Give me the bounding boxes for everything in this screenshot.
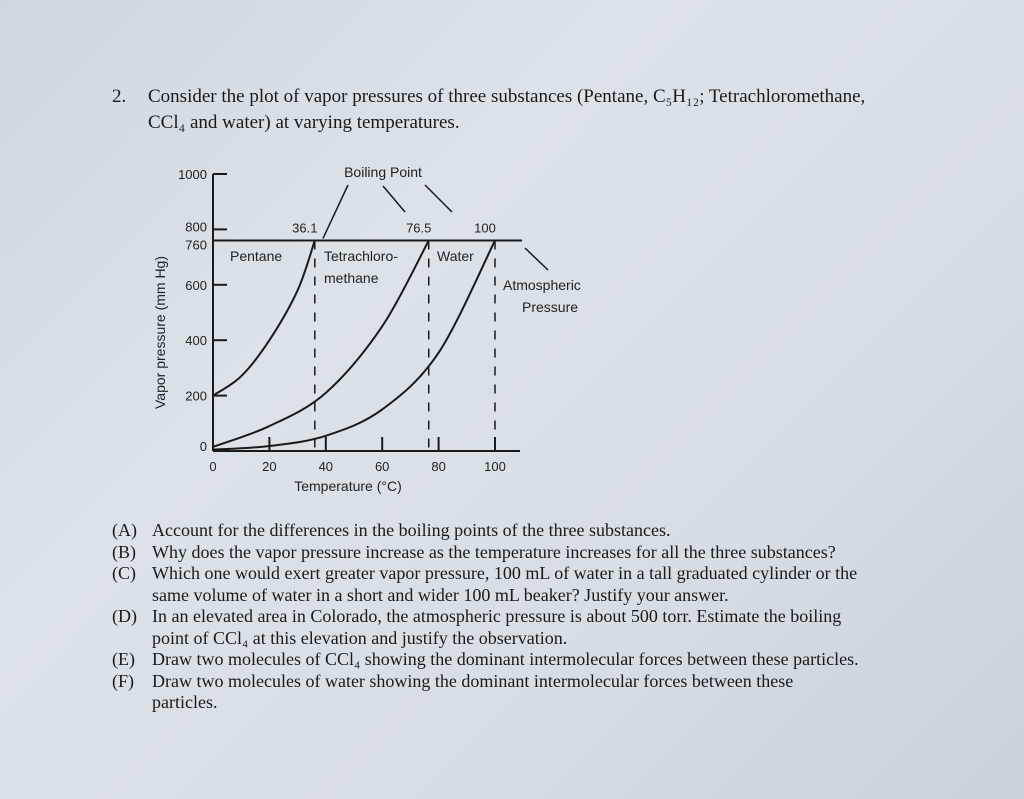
question-text-line1: Consider the plot of vapor pressures of … bbox=[148, 86, 866, 107]
series-label-tetrachloromethane: Tetrachloro- bbox=[324, 248, 398, 264]
boiling-point-annotation: Boiling Point bbox=[344, 164, 422, 180]
y-tick-label: 400 bbox=[185, 333, 207, 348]
boiling-point-value: 76.5 bbox=[406, 220, 431, 235]
part-text: Why does the vapor pressure increase as … bbox=[152, 541, 836, 562]
part-label: (C) bbox=[112, 563, 136, 583]
question-part: (F) Draw two molecules of water showing t… bbox=[112, 671, 859, 693]
x-tick-label: 40 bbox=[319, 459, 333, 474]
atmospheric-arrow bbox=[524, 247, 549, 271]
boiling-point-arrow-ccl4 bbox=[382, 185, 406, 213]
question-parts: (A) Account for the differences in the bo… bbox=[112, 520, 859, 714]
part-text-continuation: particles. bbox=[152, 692, 218, 712]
y-tick-label: 800 bbox=[185, 219, 207, 234]
part-label: (D) bbox=[112, 606, 137, 626]
x-tick-label: 0 bbox=[209, 459, 216, 474]
y-tick-label: 200 bbox=[185, 389, 207, 404]
y-tick-label: 0 bbox=[200, 439, 207, 454]
part-text: Draw two molecules of CCl₄ showing the d… bbox=[152, 649, 859, 669]
series-label-water: Water bbox=[437, 248, 474, 264]
part-label: (E) bbox=[112, 649, 135, 669]
question-part: (C) Which one would exert greater vapor p… bbox=[112, 563, 859, 585]
boiling-point-value: 36.1 bbox=[292, 220, 317, 235]
series-line-tetrachloromethane bbox=[212, 240, 430, 448]
y-tick-label: 1000 bbox=[178, 167, 207, 182]
boiling-point-value: 100 bbox=[474, 220, 496, 235]
y-tick-label: 600 bbox=[185, 278, 207, 293]
x-tick-label: 60 bbox=[375, 459, 389, 474]
x-tick-label: 20 bbox=[262, 459, 276, 474]
question-part: (A) Account for the differences in the bo… bbox=[112, 520, 859, 542]
x-tick-label: 100 bbox=[484, 459, 506, 474]
question-number: 2. bbox=[112, 86, 127, 107]
y-tick-label: 760 bbox=[185, 237, 207, 252]
question-part: (E) Draw two molecules of CCl₄ showing th… bbox=[112, 649, 859, 671]
part-text: Account for the differences in the boili… bbox=[152, 520, 671, 540]
y-axis-label: Vapor pressure (mm Hg) bbox=[152, 256, 168, 409]
part-text: Which one would exert greater vapor pres… bbox=[152, 563, 858, 583]
series-line-water bbox=[212, 240, 496, 451]
boiling-point-arrow-water bbox=[424, 184, 453, 213]
part-label: (F) bbox=[112, 670, 134, 691]
series-line-pentane bbox=[212, 240, 316, 397]
part-label: (A) bbox=[112, 520, 137, 540]
x-tick-label: 80 bbox=[431, 459, 445, 474]
part-text-continuation: same volume of water in a short and wide… bbox=[152, 584, 729, 605]
boiling-point-arrow-pentane bbox=[322, 184, 349, 239]
question-part: (D) In an elevated area in Colorado, the … bbox=[112, 606, 859, 628]
part-text-continuation: point of CCl₄ at this elevation and just… bbox=[152, 627, 568, 648]
question-part: (B) Why does the vapor pressure increase … bbox=[112, 542, 859, 564]
question-text-line2: CCl₄ and water) at varying temperatures. bbox=[148, 112, 460, 133]
x-axis-label: Temperature (°C) bbox=[294, 478, 402, 494]
part-label: (B) bbox=[112, 541, 136, 562]
atmospheric-annotation-line2: Pressure bbox=[522, 299, 578, 315]
atmospheric-annotation-line1: Atmospheric bbox=[503, 277, 581, 293]
part-text: Draw two molecules of water showing the … bbox=[152, 670, 794, 691]
vapor-pressure-chart: 0 200 400 600 760 800 1000 0 20 40 60 80 100 Temperat… bbox=[152, 164, 581, 494]
series-label-methane: methane bbox=[324, 270, 379, 286]
part-text: In an elevated area in Colorado, the atm… bbox=[152, 606, 842, 626]
series-label-pentane: Pentane bbox=[230, 248, 282, 264]
